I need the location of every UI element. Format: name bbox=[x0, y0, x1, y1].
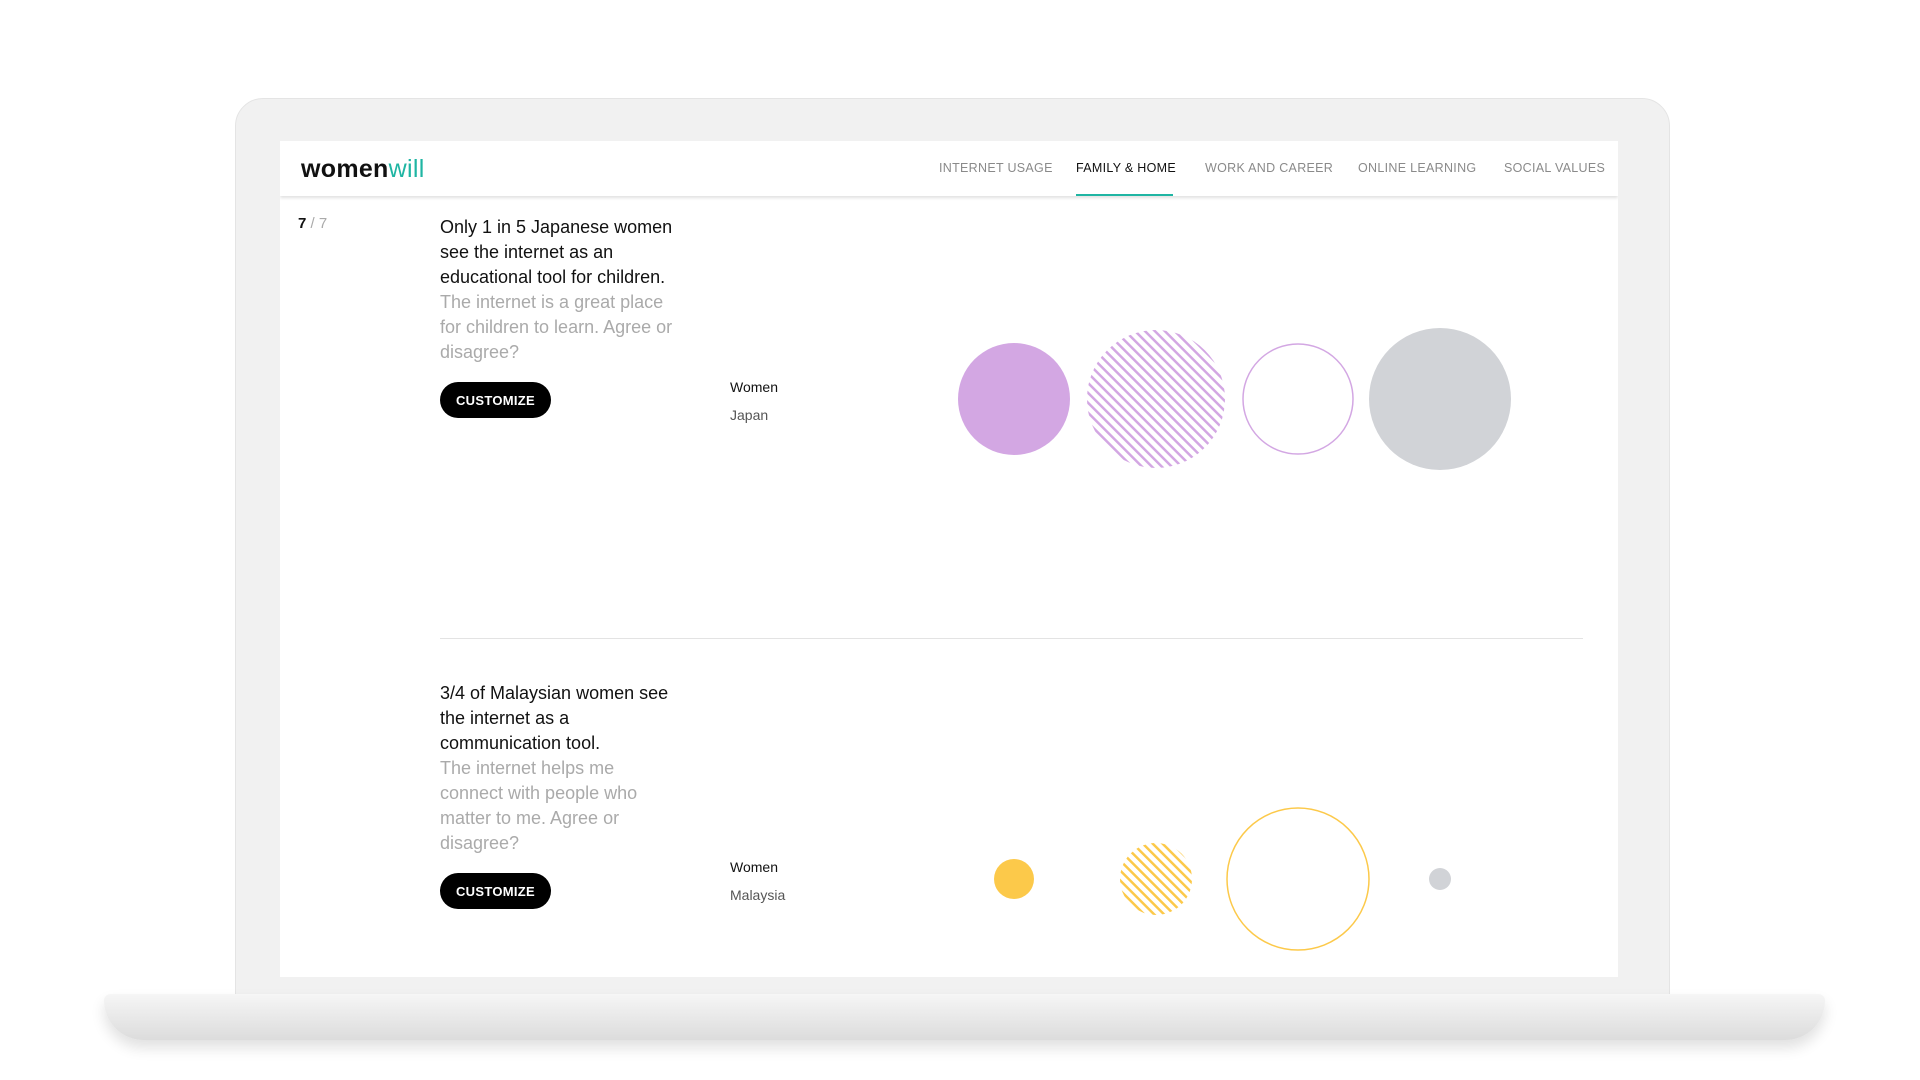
stat-text-japan: Only 1 in 5 Japanese women see the inter… bbox=[440, 215, 680, 365]
customize-button[interactable]: CUSTOMIZE bbox=[440, 382, 551, 418]
top-nav-bar: womenwill INTERNET USAGE FAMILY & HOME W… bbox=[280, 141, 1618, 196]
circle-outline bbox=[1226, 807, 1370, 951]
group-label: Women bbox=[730, 379, 778, 395]
circle-hatched bbox=[1120, 843, 1192, 915]
stat-text-malaysia: 3/4 of Malaysian women see the internet … bbox=[440, 681, 680, 856]
nav-social-values[interactable]: SOCIAL VALUES bbox=[1504, 161, 1606, 175]
stat-headline: 3/4 of Malaysian women see the internet … bbox=[440, 683, 669, 753]
circle-outline bbox=[1242, 343, 1354, 455]
nav-work-and-career[interactable]: WORK AND CAREER bbox=[1205, 161, 1334, 175]
group-label: Women bbox=[730, 859, 778, 875]
country-label: Malaysia bbox=[730, 887, 786, 903]
active-tab-indicator bbox=[1076, 194, 1173, 196]
page-counter: 7 / 7 bbox=[298, 215, 328, 232]
country-label: Japan bbox=[730, 407, 769, 423]
circle-visualization bbox=[958, 328, 1511, 951]
circle-solid bbox=[994, 859, 1034, 899]
survey-question: The internet helps me connect with peopl… bbox=[440, 758, 638, 853]
circle-grey bbox=[1429, 868, 1451, 890]
survey-question: The internet is a great place for childr… bbox=[440, 292, 673, 362]
nav-internet-usage[interactable]: INTERNET USAGE bbox=[939, 161, 1053, 175]
circle-grey bbox=[1369, 328, 1511, 470]
stat-headline: Only 1 in 5 Japanese women see the inter… bbox=[440, 217, 673, 287]
circle-hatched bbox=[1087, 330, 1225, 468]
circle-solid bbox=[958, 343, 1070, 455]
nav-family-home[interactable]: FAMILY & HOME bbox=[1076, 161, 1176, 175]
laptop-base bbox=[104, 994, 1825, 1040]
screen: womenwill INTERNET USAGE FAMILY & HOME W… bbox=[280, 141, 1618, 977]
customize-button[interactable]: CUSTOMIZE bbox=[440, 873, 551, 909]
section-divider bbox=[440, 638, 1583, 639]
womenwill-logo[interactable]: womenwill bbox=[301, 155, 425, 183]
nav-online-learning[interactable]: ONLINE LEARNING bbox=[1358, 161, 1477, 175]
